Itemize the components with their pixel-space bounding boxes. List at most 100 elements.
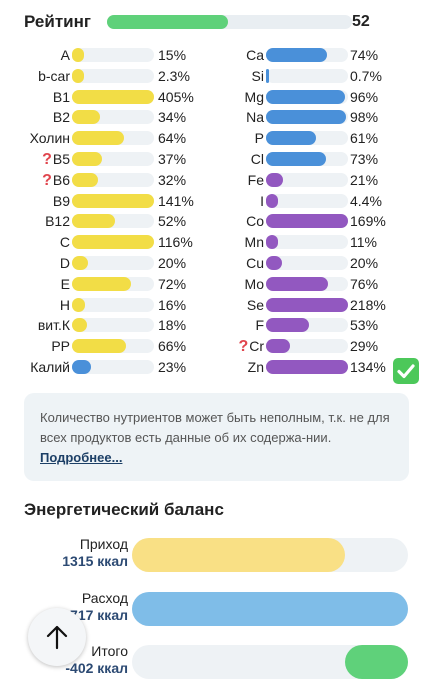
question-icon[interactable]: ? [42,150,52,168]
nutrient-bar-fill [72,193,154,208]
nutrient-name: b-car [38,66,70,87]
nutrient-percent: 74% [350,47,379,63]
nutrient-row: E 72% [0,274,232,295]
info-note: Количество нутриентов может быть неполны… [24,393,409,481]
energy-track [132,538,408,572]
nutrient-bar-fill [266,214,348,229]
nutrient-name-text: Cl [250,150,264,167]
nutrient-name: Калий [30,357,70,378]
nutrient-name: B1 [53,87,70,108]
nutrient-percent: 61% [350,130,379,147]
nutrient-row: Zn 134% [200,357,432,378]
nutrient-bar-fill [72,48,84,62]
nutrient-name-text: Mo [244,275,264,292]
nutrient-name-text: Se [246,296,264,313]
nutrient-bar-fill [72,318,87,333]
nutrient-name-text: b-car [38,67,70,84]
nutrient-name-text: Fe [247,171,264,188]
nutrient-name-text: вит.К [37,317,70,334]
nutrient-name: Se [247,295,264,316]
nutrient-name-text: Co [246,213,264,230]
nutrient-percent: 96% [350,88,379,105]
rating-bar: Рейтинг 52 [24,10,408,34]
nutrient-name-text: Холин [29,130,70,147]
nutrient-bar-fill [266,318,309,333]
nutrient-name-text: Mg [244,88,264,105]
nutrient-row: B1 405% [0,87,232,108]
nutrient-name-text: B6 [52,171,70,188]
nutrient-row: Cu 20% [200,253,432,274]
nutrient-percent: 218% [350,296,386,313]
nutrient-row: Ca 74% [200,45,432,66]
nutrient-percent: 20% [350,254,379,271]
nutrient-name: P [255,128,264,149]
energy-track [132,592,408,626]
nutrient-bar [266,193,348,208]
nutrient-bar-fill [72,89,154,104]
nutrient-name: A [61,45,70,66]
nutrient-bar-fill [72,214,115,229]
energy-row: Расход 1717 ккал [0,590,432,630]
energy-track [132,645,408,679]
nutrient-name: D [60,253,70,274]
nutrient-name: Cl [251,149,264,170]
energy-value: -402 ккал [65,660,128,676]
nutrient-row: b-car 2.3% [0,66,232,87]
rating-label: Рейтинг [24,12,91,31]
nutrient-name: PP [51,336,70,357]
nutrient-row: ?B5 37% [0,149,232,170]
nutrient-percent: 18% [158,317,187,334]
nutrient-name-text: Na [246,109,264,126]
nutrient-row: Калий 23% [0,357,232,378]
nutrient-percent: 52% [158,213,187,230]
nutrient-bar [72,131,154,146]
question-icon[interactable]: ? [238,338,249,356]
nutrient-bar-fill [266,172,283,187]
nutrient-column-right: Ca 74% Si 0.7% Mg 96% Na 98% P 61% Cl 73% Fe 21% I 4.4%… [200,45,432,378]
nutrient-name-text: B9 [52,192,70,209]
checkmark-icon [393,358,419,384]
nutrient-name: вит.К [38,315,70,336]
nutrient-name-text: Mn [244,234,264,251]
question-icon[interactable]: ? [42,171,52,189]
nutrient-row: H 16% [0,295,232,316]
nutrient-row: B2 34% [0,107,232,128]
scroll-up-button[interactable] [28,608,86,666]
nutrient-percent: 141% [158,192,194,209]
nutrient-name: Mo [245,274,264,295]
nutrient-name: C [60,232,70,253]
nutrient-percent: 0.7% [350,67,382,84]
nutrient-percent: 32% [158,171,187,188]
nutrient-bar [266,89,348,104]
nutrient-percent: 29% [350,338,379,355]
nutrient-name-text: Zn [247,358,264,375]
nutrient-row: A 15% [0,45,232,66]
nutrient-row: P 61% [200,128,432,149]
nutrient-name: H [60,295,70,316]
info-note-text: Количество нутриентов может быть неполны… [40,408,396,468]
nutrient-percent: 53% [350,317,379,334]
nutrient-percent: 134% [350,358,386,375]
nutrient-name: Si [252,66,264,87]
nutrient-row: PP 66% [0,336,232,357]
arrow-up-icon [46,625,68,650]
nutrient-percent: 116% [158,234,193,251]
nutrient-row: Mo 76% [200,274,432,295]
nutrient-row: Cl 73% [200,149,432,170]
nutrient-percent: 64% [158,130,187,147]
nutrient-bar [72,318,154,333]
nutrient-name-text: Cu [246,254,264,271]
nutrient-name-text: P [254,130,264,147]
nutrient-name-text: Калий [30,358,70,375]
more-link[interactable]: Подробнее... [40,450,123,465]
nutrient-bar [266,172,348,187]
nutrient-name: B2 [53,107,70,128]
nutrient-row: ?Cr 29% [200,336,432,357]
nutrient-bar [266,151,348,166]
nutrient-row: Na 98% [200,107,432,128]
nutrient-name: Na [246,107,264,128]
nutrient-name: Ca [246,45,264,66]
nutrient-percent: 4.4% [350,192,382,209]
nutrient-bar-fill [72,359,91,374]
nutrient-name-text: C [59,234,70,251]
